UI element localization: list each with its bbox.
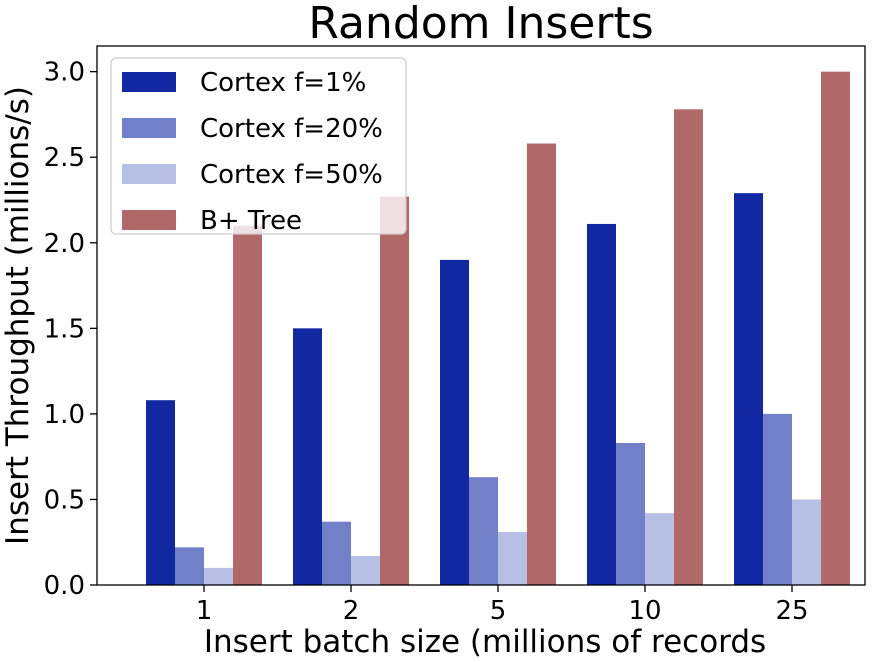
bar-cortex-f-20--5 <box>469 477 498 585</box>
legend-swatch <box>122 118 176 138</box>
bar-b-tree-2 <box>380 196 409 586</box>
x-tick-label: 2 <box>343 596 360 626</box>
legend-swatch <box>122 210 176 230</box>
y-tick-label: 1.5 <box>44 314 85 344</box>
legend-label: Cortex f=50% <box>200 160 383 190</box>
bar-cortex-f-20--25 <box>763 413 792 585</box>
bar-cortex-f-50--5 <box>498 531 527 585</box>
x-axis-label: Insert batch size (millions of records <box>204 624 766 660</box>
bar-cortex-f-1--1 <box>146 400 175 585</box>
y-tick-label: 1.0 <box>44 400 85 430</box>
y-tick-label: 3.0 <box>44 58 85 88</box>
legend-label: Cortex f=1% <box>200 68 366 98</box>
legend-swatch <box>122 72 176 92</box>
y-tick-label: 0.0 <box>44 571 85 601</box>
chart-title: Random Inserts <box>308 0 653 49</box>
y-tick-label: 0.5 <box>44 485 85 515</box>
bar-cortex-f-20--10 <box>616 442 645 585</box>
bar-cortex-f-50--1 <box>204 567 233 585</box>
bar-cortex-f-1--5 <box>440 259 469 585</box>
y-tick-label: 2.0 <box>44 229 85 259</box>
bar-cortex-f-20--1 <box>175 547 204 585</box>
bar-b-tree-5 <box>527 143 556 586</box>
bar-b-tree-1 <box>233 225 262 585</box>
bars-group <box>146 71 850 586</box>
x-tick-label: 10 <box>628 596 661 626</box>
plot-frame <box>96 45 866 586</box>
bar-cortex-f-50--25 <box>792 499 821 585</box>
bar-cortex-f-20--2 <box>322 521 351 585</box>
legend-swatch <box>122 164 176 184</box>
bar-b-tree-25 <box>821 71 850 585</box>
bar-cortex-f-1--10 <box>587 223 616 585</box>
bar-cortex-f-50--2 <box>351 555 380 585</box>
x-tick-label: 5 <box>490 596 507 626</box>
legend-label: B+ Tree <box>200 206 302 236</box>
legend: Cortex f=1% Cortex f=20% Cortex f=50% B+ Tr… <box>110 57 407 236</box>
bar-cortex-f-50--10 <box>645 513 674 585</box>
bar-b-tree-10 <box>674 109 703 586</box>
legend-box <box>110 57 407 235</box>
bar-cortex-f-1--2 <box>293 328 322 585</box>
x-tick-label: 25 <box>775 596 808 626</box>
bar-cortex-f-1--25 <box>734 193 763 585</box>
x-tick-label: 1 <box>196 596 213 626</box>
y-tick-label: 2.5 <box>44 143 85 173</box>
legend-label: Cortex f=20% <box>200 114 383 144</box>
y-axis-label: Insert Throughput (millions/s) <box>0 86 36 545</box>
ticks-group: 0.00.51.01.52.02.53.01 2 5 10 25 <box>44 58 809 626</box>
